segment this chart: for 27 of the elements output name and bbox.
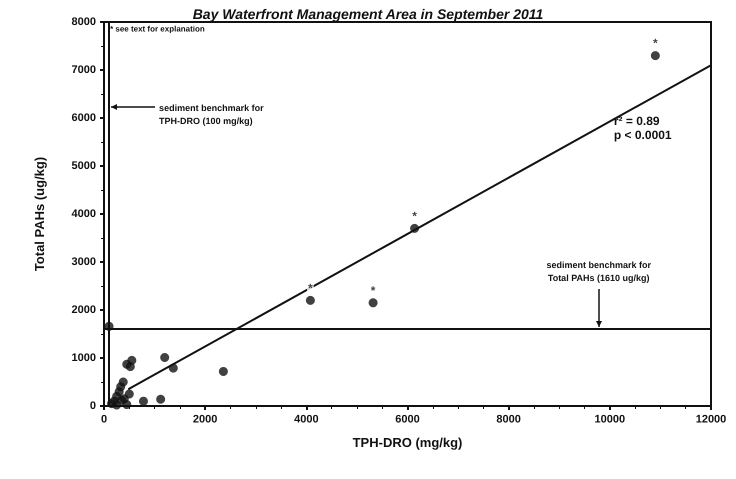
x-tick-label: 8000: [496, 414, 521, 426]
x-axis-title: TPH-DRO (mg/kg): [352, 435, 462, 450]
y-tick-label: 3000: [72, 256, 96, 268]
ref-line-label: sediment benchmark for TPH-DRO (100 mg/kg): [159, 102, 264, 126]
annotation: r² = 0.89 p < 0.0001: [614, 114, 672, 142]
y-tick-label: 0: [90, 400, 96, 412]
y-axis-title: Total PAHs (ug/kg): [32, 156, 47, 272]
data-label: *: [370, 283, 376, 298]
data-label: *: [653, 36, 658, 50]
y-tick-label: 1000: [72, 352, 96, 364]
y-tick-label: 8000: [72, 16, 96, 28]
data-label: *: [412, 208, 418, 223]
x-tick-label: 12000: [696, 414, 726, 426]
chart-title: Bay Waterfront Management Area in September 2011: [192, 6, 544, 22]
y-tick-label: 6000: [72, 112, 96, 124]
y-tick-label: 5000: [72, 160, 96, 172]
y-tick-label: 7000: [72, 64, 96, 76]
ref-line-label: sediment benchmark for Total PAHs (1610 ug/kg): [546, 260, 652, 284]
annotation: * see text for explanation: [110, 24, 205, 34]
y-tick-label: 2000: [72, 304, 96, 316]
x-tick-label: 6000: [395, 414, 420, 426]
x-tick-label: 0: [100, 414, 108, 426]
x-tick-label: 2000: [192, 414, 218, 426]
data-label: *: [308, 280, 314, 295]
y-tick-label: 4000: [72, 208, 96, 220]
x-tick-label: 4000: [294, 414, 319, 426]
x-tick-label: 10000: [594, 414, 626, 426]
